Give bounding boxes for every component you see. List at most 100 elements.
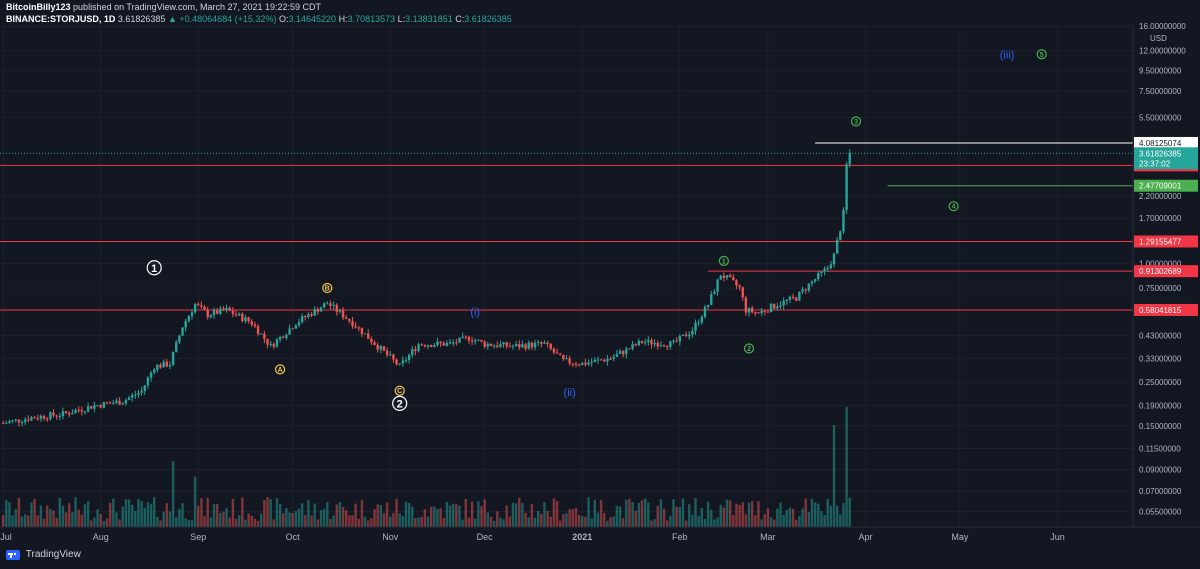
candle-body [555,352,559,354]
candle-body [414,349,417,351]
candle-body [165,361,169,367]
candle-body [407,354,411,361]
candle-body [285,334,288,338]
candle-body [823,268,826,272]
candle-body [247,317,250,322]
candle-body [584,362,587,365]
candle-body [344,317,348,319]
candle-body [643,342,647,344]
symbol-line: BINANCE:STORJUSD, 1D 3.61826385 ▲ +0.480… [6,14,512,25]
volume-bar [716,517,719,527]
candle-body [496,345,499,347]
level-price-tag [1134,235,1198,248]
volume-bar [656,505,659,527]
candle-body [848,152,851,165]
wave-label-circle [718,255,729,266]
volume-bar [618,506,622,527]
volume-bar [766,508,770,527]
volume-bar [499,517,502,527]
candle-body [832,253,836,265]
volume-bar [206,497,209,527]
candle-body [335,304,338,312]
candle-body [571,363,574,365]
candle-body [486,343,490,347]
candle-body [291,328,294,330]
candle-body [477,339,480,341]
volume-bar [367,520,370,527]
candle-body [379,346,383,350]
volume-bar [577,514,581,527]
volume-bar [530,503,534,527]
volume-bar [464,498,467,527]
candle-body [618,351,622,355]
symbol-name[interactable]: BINANCE:STORJUSD, 1D [6,14,116,24]
candle-body [467,336,471,341]
volume-bar [754,515,757,527]
volume-bar [348,515,351,527]
price-axis[interactable]: USD 16.00000000 12.00000000 9.50000000 7.500… [1134,22,1198,517]
volume-bar [228,517,231,527]
volume-bar [678,507,681,527]
volume-bar [543,502,546,527]
candle-body [810,281,814,284]
volume-bar [675,506,678,527]
volume-bar [801,508,804,527]
tradingview-name: TradingView [25,549,81,560]
volume-bar [713,519,716,527]
time-axis[interactable]: Jul Aug Sep Oct Nov Dec 2021 Feb Mar Apr May Jun [0,532,1064,542]
wave-label: (i) [470,307,480,319]
chart-grid [0,25,1133,527]
volume-bar [691,514,694,527]
candle-body [282,336,285,338]
y-tick-label: 1.00000000 [1139,259,1182,268]
candle-body [625,348,628,355]
volume-bar [414,518,417,527]
candle-body [842,209,845,232]
level-price-tag [1134,179,1198,192]
volume-bar [127,499,131,527]
volume-bar [253,518,257,527]
volume-bar [773,519,776,527]
candle-body [568,358,571,364]
volume-bar [134,511,137,527]
candle-body [559,353,562,355]
volume-bar [71,512,74,527]
candle-body [23,419,27,423]
candle-body [785,299,789,301]
horizontal-levels[interactable] [0,142,1133,311]
candle-body [439,341,442,344]
author-name[interactable]: BitcoinBilly123 [6,2,71,12]
volume-bar [168,511,172,527]
volume-bar [606,520,609,527]
wave-label: 5 [1040,52,1044,59]
candle-body [354,326,357,328]
candle-body [631,344,634,349]
footer-brand[interactable]: TradingView [6,549,81,565]
volume-bar [820,511,823,527]
candle-body [581,362,584,366]
candlesticks [1,149,851,427]
candle-body [187,315,191,322]
candle-body [108,402,112,404]
candle-body [502,342,505,345]
wave-label: 2 [747,346,751,353]
candle-body [310,314,313,316]
volume-bar [171,461,175,527]
candle-body [209,315,213,318]
volume-bar [697,515,700,527]
candle-body [791,296,795,298]
candle-body [316,308,320,312]
candle-body [521,344,524,348]
candle-body [798,291,801,301]
volume-bar [55,517,58,527]
volume-bar [508,516,512,527]
candle-body [326,303,329,305]
level-price-text: 4.08125074 [1139,139,1182,148]
candle-body [357,327,360,329]
volume-bar [653,519,656,527]
candle-body [297,322,301,326]
volume-bar [326,502,329,527]
y-tick-label: 0.11500000 [1139,445,1181,454]
volume-bar [49,509,52,527]
